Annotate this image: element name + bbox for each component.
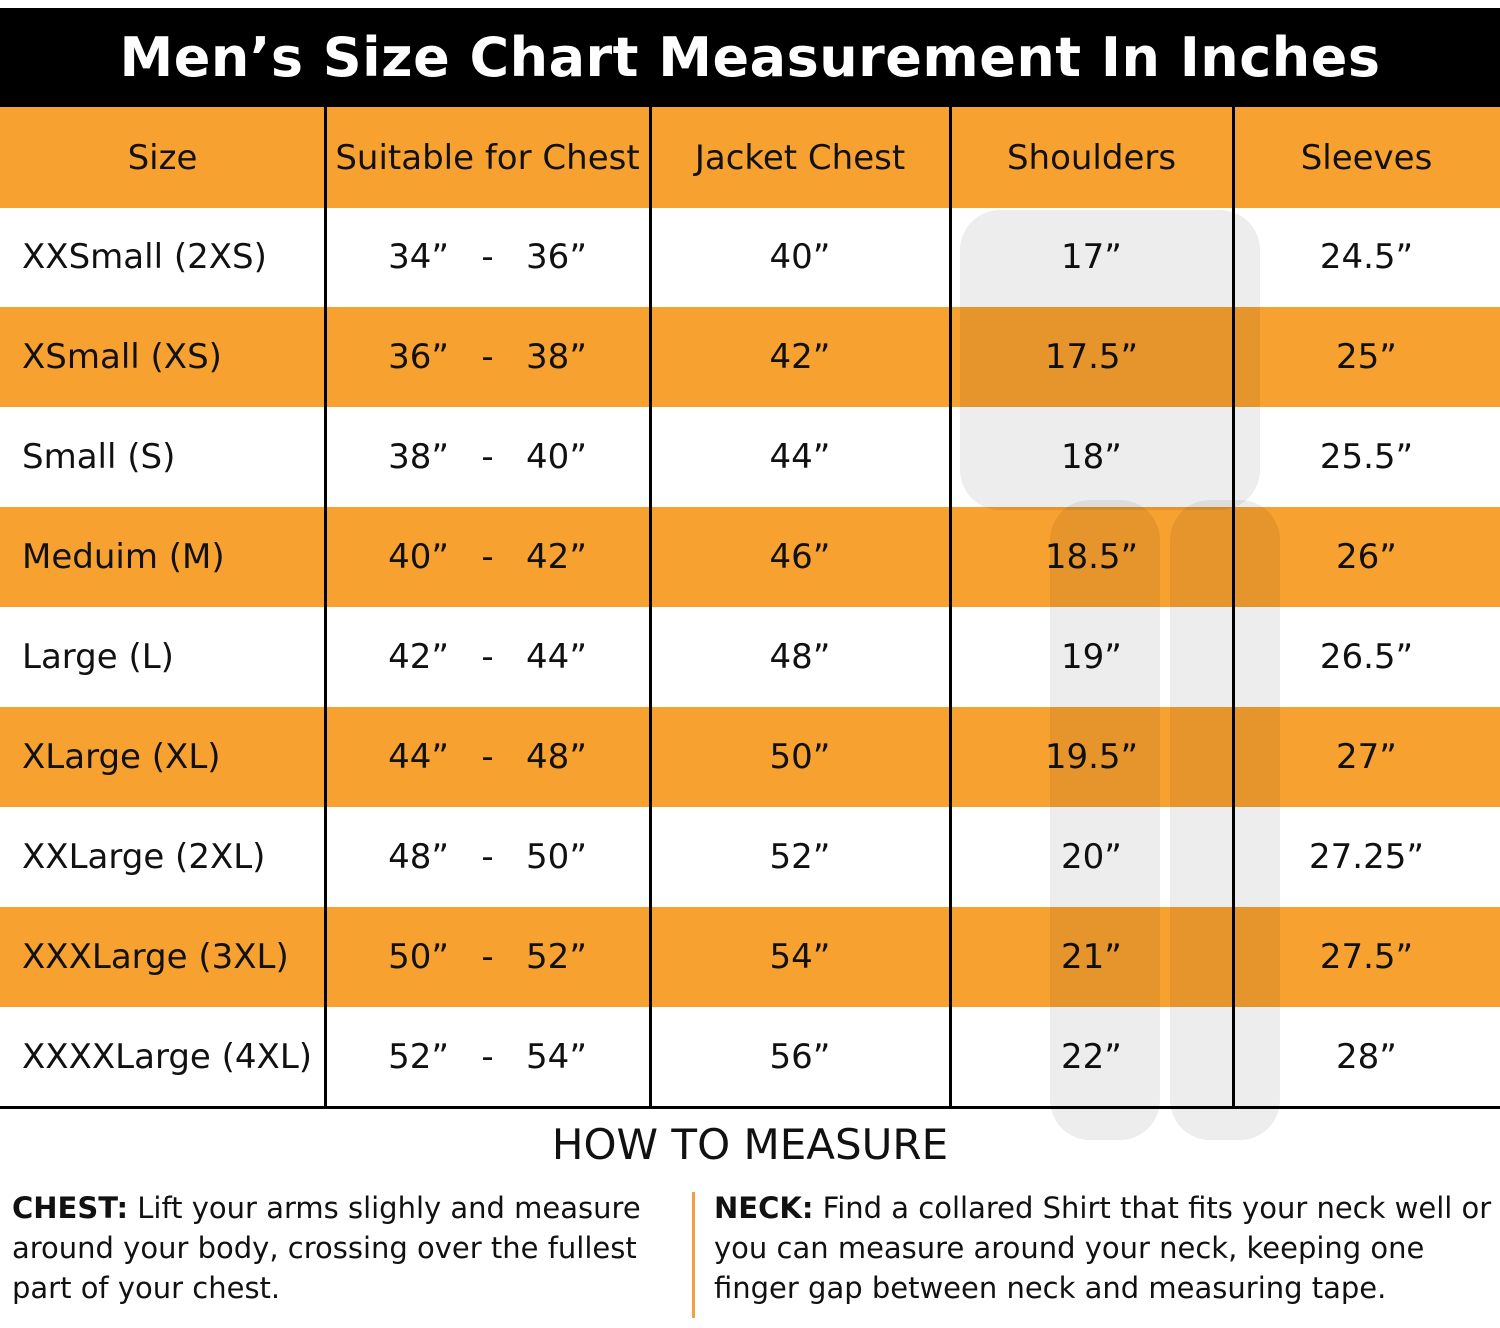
value-cell: 44” — [769, 437, 831, 477]
column-header: Jacket Chest — [650, 107, 950, 208]
value-cell: 26.5” — [1319, 637, 1414, 677]
value-cell: 22” — [1061, 1037, 1122, 1077]
value-cell: 19.5” — [950, 707, 1233, 807]
neck-instructions: NECK: Find a collared Shirt that fits yo… — [714, 1188, 1498, 1308]
neck-label: NECK: — [714, 1191, 814, 1225]
how-to-title: HOW TO MEASURE — [551, 1120, 949, 1169]
value-cell: 48” - 50” — [388, 837, 587, 877]
photo-leg — [1170, 500, 1280, 1140]
value-cell: 18” — [1061, 437, 1122, 477]
size-cell: XXSmall (2XS) — [22, 237, 267, 277]
value-cell: 27” — [1233, 707, 1500, 807]
value-cell: 56” — [769, 1037, 831, 1077]
value-cell: 42” — [650, 307, 950, 407]
value-cell: 52” — [769, 837, 831, 877]
size-cell: Meduim (M) — [0, 507, 325, 607]
size-cell: Small (S) — [22, 437, 176, 477]
value-cell: 27.25” — [1309, 837, 1424, 877]
separator — [692, 1192, 695, 1318]
value-cell: 19” — [1061, 637, 1122, 677]
photo-torso — [960, 210, 1260, 510]
neck-text: Find a collared Shirt that fits your nec… — [714, 1191, 1492, 1305]
size-cell: XXXXLarge (4XL) — [22, 1037, 313, 1077]
value-cell: 46” — [650, 507, 950, 607]
value-cell: 17” — [1061, 237, 1122, 277]
value-cell: 17.5” — [950, 307, 1233, 407]
size-cell: XLarge (XL) — [0, 707, 325, 807]
value-cell: 26” — [1233, 507, 1500, 607]
column-header: Size — [0, 107, 325, 208]
value-cell: 28” — [1336, 1037, 1397, 1077]
size-cell: XSmall (XS) — [0, 307, 325, 407]
value-cell: 25” — [1233, 307, 1500, 407]
column-header: Shoulders — [950, 107, 1233, 208]
value-cell: 42” - 44” — [388, 637, 587, 677]
value-cell: 38” - 40” — [388, 437, 587, 477]
value-cell: 50” — [650, 707, 950, 807]
chest-instructions: CHEST: Lift your arms slighly and measur… — [12, 1188, 687, 1308]
value-cell: 18.5” — [950, 507, 1233, 607]
value-cell: 27.5” — [1233, 907, 1500, 1007]
size-cell: XXXLarge (3XL) — [0, 907, 325, 1007]
value-cell: 25.5” — [1319, 437, 1414, 477]
value-cell: 24.5” — [1319, 237, 1414, 277]
value-cell: 48” — [769, 637, 831, 677]
value-cell: 34” - 36” — [388, 237, 587, 277]
value-cell: 44” - 48” — [325, 707, 650, 807]
value-cell: 36” - 38” — [325, 307, 650, 407]
table-bottom-border — [0, 1106, 1500, 1109]
size-cell: XXLarge (2XL) — [22, 837, 266, 877]
value-cell: 54” — [650, 907, 950, 1007]
column-divider — [949, 107, 952, 1107]
column-divider — [649, 107, 652, 1107]
value-cell: 21” — [950, 907, 1233, 1007]
chest-text: Lift your arms slighly and measure aroun… — [12, 1191, 641, 1305]
column-divider — [324, 107, 327, 1107]
value-cell: 20” — [1061, 837, 1122, 877]
photo-leg — [1050, 500, 1160, 1140]
column-header: Suitable for Chest — [325, 107, 650, 208]
value-cell: 52” - 54” — [388, 1037, 587, 1077]
size-cell: Large (L) — [22, 637, 174, 677]
value-cell: 40” — [769, 237, 831, 277]
column-header: Sleeves — [1233, 107, 1500, 208]
value-cell: 50” - 52” — [325, 907, 650, 1007]
column-divider — [1232, 107, 1235, 1107]
value-cell: 40” - 42” — [325, 507, 650, 607]
chest-label: CHEST: — [12, 1191, 129, 1225]
title: Men’s Size Chart Measurement In Inches — [0, 8, 1500, 107]
